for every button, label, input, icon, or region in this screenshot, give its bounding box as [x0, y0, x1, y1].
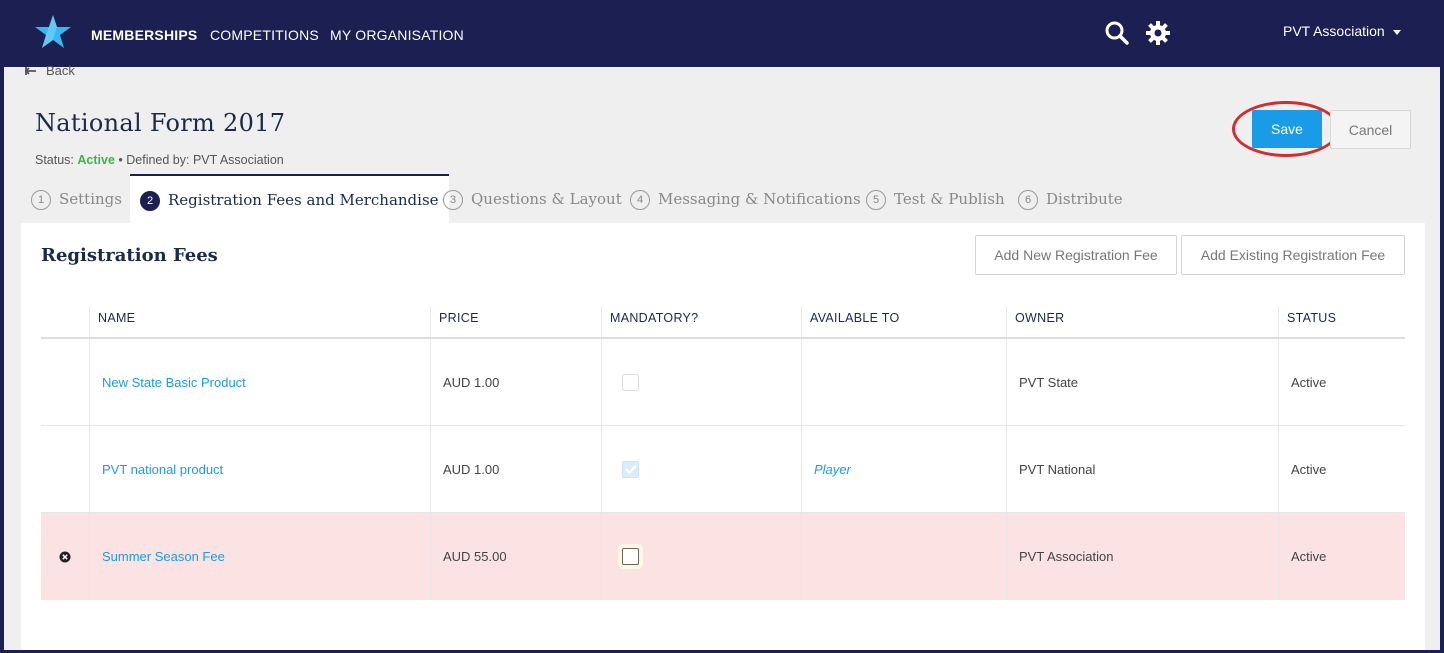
fee-name-link[interactable]: PVT national product: [102, 461, 224, 477]
add-new-fee-button[interactable]: Add New Registration Fee: [975, 235, 1177, 275]
fee-owner: PVT State: [1006, 339, 1278, 425]
available-to-cell: Player: [801, 426, 1006, 512]
caret-down-icon: [1392, 29, 1401, 35]
tab-label: Messaging & Notifications: [658, 190, 861, 208]
remove-icon[interactable]: [59, 551, 71, 563]
back-arrow-icon: [24, 66, 36, 75]
table-header: NAME PRICE MANDATORY? AVAILABLE TO OWNER…: [41, 307, 1405, 339]
star-logo-icon[interactable]: [34, 13, 72, 49]
tab-label: Test & Publish: [894, 190, 1005, 208]
add-existing-fee-button[interactable]: Add Existing Registration Fee: [1181, 235, 1405, 275]
fee-name-link[interactable]: New State Basic Product: [102, 374, 246, 390]
fee-name-cell: PVT national product: [89, 426, 430, 512]
defined-by: • Defined by: PVT Association: [114, 153, 284, 167]
table-row: New State Basic Product AUD 1.00 PVT Sta…: [41, 339, 1405, 426]
step-tabs: 1 Settings 2 Registration Fees and Merchan…: [4, 174, 1440, 223]
column-header-status[interactable]: STATUS: [1278, 307, 1405, 337]
row-actions: [41, 513, 89, 600]
mandatory-cell: [601, 513, 801, 600]
organisation-name: PVT Association: [1283, 23, 1385, 39]
back-link[interactable]: Back: [24, 63, 75, 78]
mandatory-checkbox-checked[interactable]: [622, 460, 639, 478]
status-line: Status: Active • Defined by: PVT Associa…: [35, 153, 284, 167]
available-to-link[interactable]: Player: [814, 461, 851, 477]
table-row-highlighted: Summer Season Fee AUD 55.00 PVT Associat…: [41, 513, 1405, 600]
row-actions: [41, 426, 89, 512]
fee-status: Active: [1278, 426, 1405, 512]
row-actions: [41, 339, 89, 425]
fees-table: NAME PRICE MANDATORY? AVAILABLE TO OWNER…: [41, 307, 1405, 600]
tab-number: 4: [630, 190, 650, 210]
tab-questions-layout[interactable]: 3 Questions & Layout: [433, 174, 632, 223]
tab-distribute[interactable]: 6 Distribute: [1008, 174, 1133, 223]
page-title: National Form 2017: [35, 109, 286, 137]
table-row: PVT national product AUD 1.00 Player PVT…: [41, 426, 1405, 513]
mandatory-cell: [601, 426, 801, 512]
available-to-cell: [801, 513, 1006, 600]
fee-price: AUD 55.00: [430, 513, 601, 600]
column-header-name[interactable]: NAME: [89, 307, 430, 337]
nav-competitions[interactable]: COMPETITIONS: [210, 27, 319, 43]
cancel-button[interactable]: Cancel: [1330, 110, 1411, 149]
fee-owner: PVT Association: [1006, 513, 1278, 600]
nav-my-organisation[interactable]: MY ORGANISATION: [330, 27, 464, 43]
column-header-owner[interactable]: OWNER: [1006, 307, 1278, 337]
tab-messaging-notifications[interactable]: 4 Messaging & Notifications: [620, 174, 871, 223]
tab-test-publish[interactable]: 5 Test & Publish: [856, 174, 1015, 223]
tab-label: Questions & Layout: [471, 190, 622, 208]
tab-label: Settings: [59, 190, 122, 208]
back-label: Back: [46, 63, 75, 78]
app-frame: MEMBERSHIPS COMPETITIONS MY ORGANISATION…: [4, 0, 1440, 650]
tab-label: Registration Fees and Merchandise: [168, 191, 439, 209]
fee-status: Active: [1278, 339, 1405, 425]
search-icon[interactable]: [1104, 20, 1130, 46]
fee-name-cell: New State Basic Product: [89, 339, 430, 425]
tab-registration-fees[interactable]: 2 Registration Fees and Merchandise: [130, 174, 449, 223]
mandatory-cell: [601, 339, 801, 425]
tab-number: 5: [866, 190, 886, 210]
top-navbar: MEMBERSHIPS COMPETITIONS MY ORGANISATION…: [4, 0, 1440, 67]
tab-settings[interactable]: 1 Settings: [21, 174, 132, 223]
mandatory-checkbox[interactable]: [622, 373, 639, 391]
status-badge: Active: [77, 153, 115, 167]
gear-icon[interactable]: [1145, 20, 1171, 46]
column-header-mandatory[interactable]: MANDATORY?: [601, 307, 801, 337]
column-header-available-to[interactable]: AVAILABLE TO: [801, 307, 1006, 337]
nav-memberships[interactable]: MEMBERSHIPS: [91, 27, 198, 43]
fee-owner: PVT National: [1006, 426, 1278, 512]
fee-status: Active: [1278, 513, 1405, 600]
fee-name-cell: Summer Season Fee: [89, 513, 430, 600]
tab-number: 2: [140, 191, 160, 211]
checkmark-icon: [624, 464, 637, 474]
organisation-menu[interactable]: PVT Association: [1283, 23, 1401, 39]
status-prefix: Status:: [35, 153, 78, 167]
tab-label: Distribute: [1046, 190, 1123, 208]
save-button[interactable]: Save: [1252, 110, 1322, 148]
mandatory-checkbox[interactable]: [622, 548, 639, 565]
tab-number: 1: [31, 190, 51, 210]
fee-price: AUD 1.00: [430, 426, 601, 512]
section-title: Registration Fees: [41, 245, 218, 266]
column-header-price[interactable]: PRICE: [430, 307, 601, 337]
registration-fees-panel: Registration Fees Add New Registration F…: [21, 223, 1425, 650]
available-to-cell: [801, 339, 1006, 425]
tab-number: 3: [443, 190, 463, 210]
tab-number: 6: [1018, 190, 1038, 210]
header-actions: [41, 307, 89, 337]
fee-name-link[interactable]: Summer Season Fee: [102, 549, 225, 564]
fee-price: AUD 1.00: [430, 339, 601, 425]
